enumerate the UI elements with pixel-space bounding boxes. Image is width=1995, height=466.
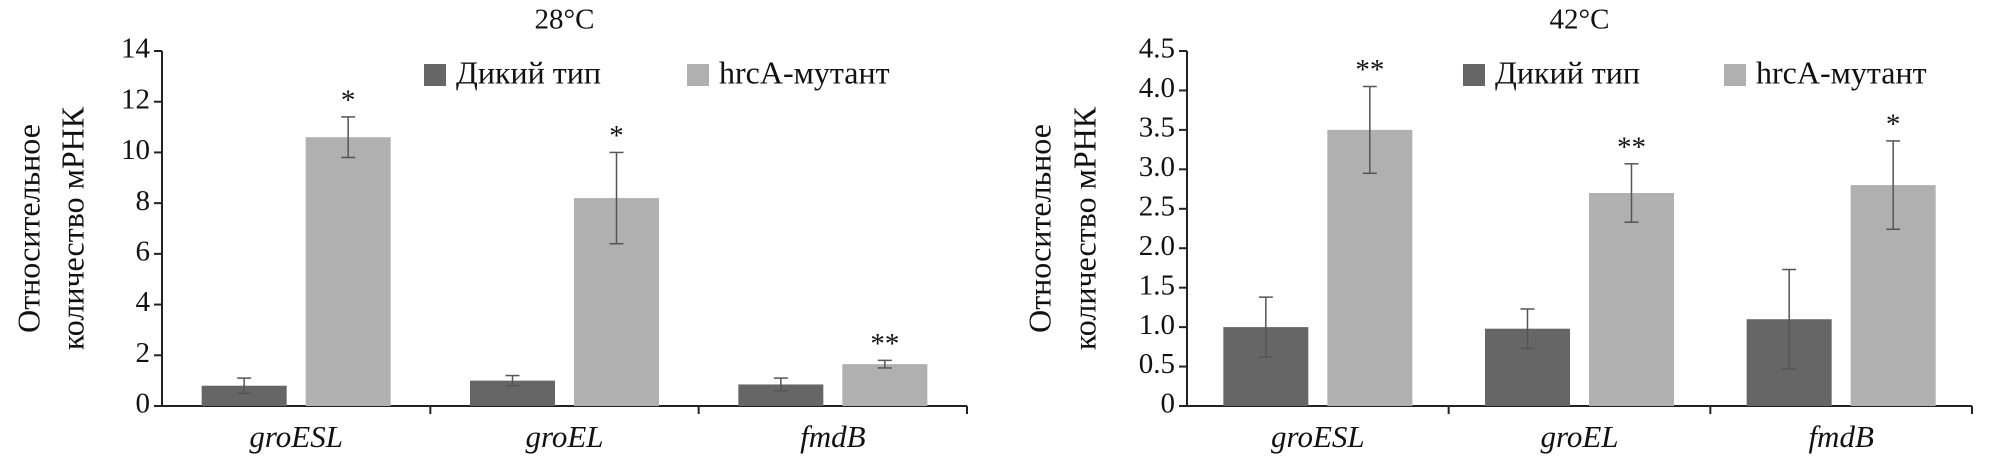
y-tick-label: 12 bbox=[121, 83, 150, 115]
significance-label: * bbox=[1886, 109, 1901, 141]
legend-swatch bbox=[1463, 64, 1485, 86]
y-tick-label: 0 bbox=[136, 388, 151, 420]
y-tick-label: 6 bbox=[136, 236, 151, 268]
significance-label: * bbox=[609, 120, 624, 152]
error-bar bbox=[609, 151, 624, 245]
y-tick-label: 1.0 bbox=[1139, 309, 1175, 341]
error-bar bbox=[1362, 85, 1377, 175]
legend-swatch bbox=[687, 64, 709, 86]
y-axis-label: количество мРНК bbox=[1066, 106, 1102, 350]
significance-label: ** bbox=[1355, 54, 1384, 86]
bar bbox=[1589, 193, 1674, 406]
x-tick-label: fmdB bbox=[1808, 419, 1874, 454]
legend-label: hrcA-мутант bbox=[719, 54, 890, 90]
legend-label: Дикий тип bbox=[456, 54, 601, 90]
y-tick-label: 1.5 bbox=[1139, 269, 1175, 301]
legend-label: Дикий тип bbox=[1495, 54, 1640, 90]
y-tick-label: 2.5 bbox=[1139, 190, 1175, 222]
y-tick-label: 3.0 bbox=[1139, 151, 1175, 183]
error-bar bbox=[1258, 296, 1273, 358]
legend-swatch bbox=[424, 64, 446, 86]
error-bar bbox=[773, 377, 788, 392]
error-bar bbox=[237, 377, 252, 395]
y-axis-label: Относительное bbox=[10, 124, 46, 333]
error-bar bbox=[341, 116, 356, 159]
error-bar bbox=[1782, 268, 1797, 370]
y-axis-label: Относительное bbox=[1021, 124, 1057, 333]
legend-label: hrcA-мутант bbox=[1756, 54, 1927, 90]
error-bar bbox=[505, 374, 520, 387]
x-tick-label: groEL bbox=[525, 419, 603, 454]
y-axis-label: количество мРНК bbox=[54, 106, 90, 350]
significance-label: * bbox=[341, 85, 356, 117]
x-tick-label: groESL bbox=[1271, 419, 1365, 454]
legend-swatch bbox=[1724, 64, 1746, 86]
y-tick-label: 3.5 bbox=[1139, 112, 1175, 144]
y-tick-label: 4.0 bbox=[1139, 72, 1175, 104]
bar bbox=[842, 364, 928, 406]
significance-label: ** bbox=[1617, 131, 1646, 163]
x-tick-label: groEL bbox=[1540, 419, 1618, 454]
y-tick-label: 14 bbox=[121, 33, 151, 65]
chart-title: 28°C bbox=[535, 4, 595, 36]
x-tick-label: fmdB bbox=[800, 419, 866, 454]
chart-title: 42°C bbox=[1550, 4, 1610, 36]
y-tick-label: 10 bbox=[121, 134, 150, 166]
error-bar bbox=[1520, 308, 1535, 350]
y-tick-label: 4.5 bbox=[1139, 33, 1175, 65]
bar bbox=[1327, 129, 1413, 406]
x-tick-label: groESL bbox=[249, 419, 343, 454]
bar bbox=[201, 385, 287, 406]
y-tick-label: 4 bbox=[136, 286, 151, 318]
bar bbox=[738, 384, 824, 406]
bar bbox=[305, 137, 391, 406]
error-bar bbox=[877, 359, 892, 369]
y-tick-label: 0.5 bbox=[1139, 348, 1175, 380]
significance-label: ** bbox=[870, 328, 899, 360]
y-tick-label: 2 bbox=[136, 337, 151, 369]
y-tick-label: 0 bbox=[1161, 388, 1176, 420]
y-tick-label: 8 bbox=[136, 185, 151, 217]
error-bar bbox=[1886, 140, 1901, 231]
y-tick-label: 2.0 bbox=[1139, 230, 1175, 262]
error-bar bbox=[1624, 163, 1639, 223]
